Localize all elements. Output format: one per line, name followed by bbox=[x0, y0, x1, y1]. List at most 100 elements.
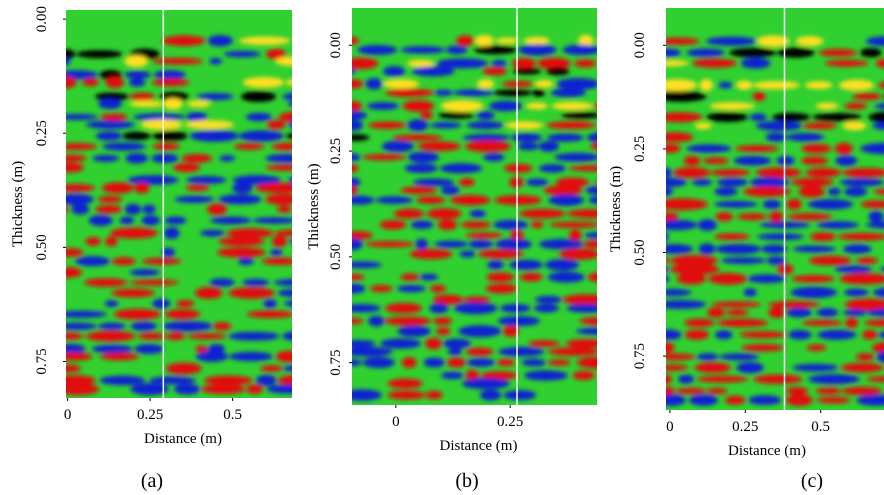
texture-blob bbox=[683, 155, 701, 166]
texture-blob bbox=[562, 44, 597, 56]
texture-blob bbox=[525, 178, 549, 186]
texture-blob bbox=[184, 120, 235, 130]
texture-blob bbox=[362, 357, 395, 369]
texture-blob bbox=[715, 212, 734, 222]
texture-blob bbox=[547, 271, 585, 283]
x-tick-label: 0.5 bbox=[811, 419, 830, 435]
texture-blob bbox=[228, 351, 274, 362]
texture-blob bbox=[740, 57, 771, 69]
texture-blob bbox=[66, 183, 96, 192]
texture-blob bbox=[838, 79, 874, 91]
texture-blob bbox=[110, 227, 158, 239]
texture-blob bbox=[578, 34, 594, 47]
texture-blob bbox=[777, 47, 815, 58]
texture-blob bbox=[757, 233, 804, 241]
texture-blob bbox=[824, 59, 869, 67]
texture-blob bbox=[666, 60, 689, 67]
texture-blob bbox=[503, 325, 519, 337]
texture-blob bbox=[678, 374, 695, 384]
texture-blob bbox=[666, 219, 698, 231]
texture-blob bbox=[129, 92, 155, 101]
texture-blob bbox=[726, 309, 749, 316]
texture-blob bbox=[114, 308, 161, 320]
texture-blob bbox=[66, 352, 93, 361]
texture-blob bbox=[666, 79, 698, 92]
texture-blob bbox=[583, 240, 597, 249]
texture-blob bbox=[200, 229, 226, 237]
texture-blob bbox=[694, 362, 731, 373]
texture-blob bbox=[407, 119, 429, 132]
texture-blob bbox=[724, 395, 746, 405]
texture-blob bbox=[835, 155, 858, 167]
texture-blob bbox=[441, 371, 464, 380]
y-axis-label: Thickness (m) bbox=[608, 166, 624, 252]
texture-blob bbox=[201, 384, 246, 395]
texture-blob bbox=[66, 375, 96, 386]
texture-blob bbox=[362, 154, 407, 161]
texture-blob bbox=[141, 257, 182, 265]
texture-blob bbox=[585, 185, 597, 195]
texture-blob bbox=[459, 250, 476, 258]
texture bbox=[666, 35, 884, 407]
y-tick-label: 0.00 bbox=[632, 32, 648, 58]
texture-blob bbox=[555, 177, 590, 188]
texture-blob bbox=[673, 167, 711, 179]
texture-blob bbox=[576, 327, 597, 335]
texture-blob bbox=[380, 338, 422, 349]
texture-blob bbox=[476, 79, 495, 89]
caption: (c) bbox=[801, 470, 823, 492]
texture-blob bbox=[397, 284, 426, 293]
texture-blob bbox=[548, 347, 597, 356]
texture-blob bbox=[706, 36, 757, 46]
texture-blob bbox=[877, 81, 884, 89]
texture-blob bbox=[379, 220, 407, 230]
texture-blob bbox=[240, 91, 277, 103]
texture-blob bbox=[802, 319, 843, 326]
texture-blur bbox=[666, 35, 884, 407]
texture-blob bbox=[534, 303, 559, 313]
texture-blob bbox=[286, 133, 292, 139]
texture-blob bbox=[493, 220, 529, 230]
texture-blob bbox=[400, 186, 437, 194]
texture-blob bbox=[795, 36, 824, 47]
texture-blob bbox=[834, 142, 853, 155]
texture-blob bbox=[246, 112, 272, 122]
texture-blob bbox=[878, 331, 884, 339]
texture-blob bbox=[715, 243, 762, 255]
texture-blob bbox=[666, 90, 707, 102]
texture-blob bbox=[866, 221, 884, 229]
texture-blob bbox=[122, 131, 151, 141]
texture-blob bbox=[666, 266, 669, 272]
texture-blob bbox=[706, 387, 728, 394]
texture-blob bbox=[85, 236, 101, 246]
texture-blob bbox=[532, 88, 545, 97]
texture-blob bbox=[558, 248, 597, 260]
texture-blob bbox=[232, 175, 282, 185]
texture-blob bbox=[275, 56, 292, 66]
texture-blob bbox=[776, 156, 795, 166]
texture-blob bbox=[273, 279, 292, 286]
texture-blob bbox=[817, 329, 857, 340]
texture-blob bbox=[66, 193, 94, 206]
texture-blob bbox=[400, 273, 420, 281]
texture-blob bbox=[509, 259, 543, 270]
texture-blob bbox=[66, 143, 98, 151]
texture-blob bbox=[66, 154, 87, 162]
texture-blob bbox=[838, 232, 884, 241]
texture-blob bbox=[138, 332, 166, 340]
texture-blob bbox=[714, 233, 750, 241]
texture-blob bbox=[873, 188, 884, 195]
texture-blob bbox=[142, 204, 156, 214]
texture-blob bbox=[196, 93, 234, 101]
texture-blob bbox=[670, 255, 718, 267]
texture-blob bbox=[666, 48, 681, 57]
texture-blob bbox=[698, 243, 716, 255]
texture-blob bbox=[873, 287, 884, 298]
texture-blob bbox=[454, 302, 498, 315]
texture-blob bbox=[808, 255, 852, 266]
texture-blob bbox=[275, 350, 292, 363]
texture-blob bbox=[735, 145, 779, 152]
texture-blob bbox=[666, 143, 681, 154]
texture-blob bbox=[352, 101, 363, 111]
